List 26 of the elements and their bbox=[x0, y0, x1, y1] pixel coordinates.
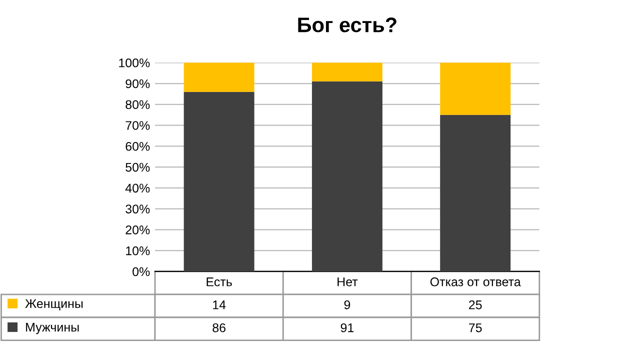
y-tick-label: 50% bbox=[126, 162, 150, 172]
bar bbox=[440, 62, 511, 115]
y-tick-label: 80% bbox=[126, 100, 150, 110]
y-tick-label: 40% bbox=[125, 184, 150, 193]
legend-label: Мужчины bbox=[26, 322, 79, 334]
y-tick-label: 90% bbox=[126, 79, 150, 88]
legend-label: Женщины bbox=[25, 299, 83, 310]
x-tick-label: Нет bbox=[338, 278, 358, 286]
x-tick-label: Отказ от ответа bbox=[430, 277, 521, 286]
y-tick-label: 70% bbox=[126, 121, 150, 130]
data-label: 86 bbox=[212, 323, 226, 332]
data-label: 75 bbox=[469, 323, 482, 332]
data-label: 91 bbox=[340, 323, 354, 332]
chart-title: Бог есть? bbox=[298, 18, 396, 32]
bar bbox=[184, 62, 254, 92]
y-tick-label: 0% bbox=[132, 267, 150, 276]
y-tick-label: 10% bbox=[126, 246, 150, 256]
y-tick-label: 30% bbox=[126, 204, 150, 214]
y-tick-label: 100% bbox=[119, 58, 150, 68]
bar bbox=[312, 62, 382, 82]
data-label: 9 bbox=[344, 300, 350, 310]
data-label: 25 bbox=[469, 300, 482, 310]
y-tick-label: 20% bbox=[126, 225, 150, 234]
y-tick-label: 60% bbox=[126, 142, 150, 151]
x-tick-label: Есть bbox=[206, 278, 232, 286]
data-label: 14 bbox=[213, 300, 226, 310]
